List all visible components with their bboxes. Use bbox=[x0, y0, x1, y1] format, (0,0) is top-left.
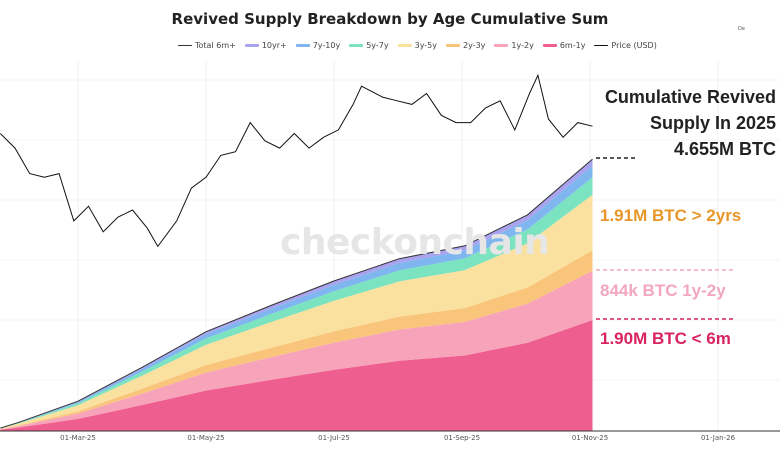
stacked-areas bbox=[0, 158, 593, 431]
label-1y-2y: 844k BTC 1y-2y bbox=[600, 281, 726, 300]
legend-label: Total 6m+ bbox=[195, 41, 236, 50]
x-tick-label: 01-Nov-25 bbox=[571, 434, 609, 442]
legend-swatch bbox=[244, 44, 259, 47]
chart-title: Revived Supply Breakdown by Age Cumulati… bbox=[171, 10, 609, 28]
x-tick-label: 01-Jul-25 bbox=[318, 434, 350, 442]
legend-swatch bbox=[446, 44, 461, 47]
legend-label: 2y-3y bbox=[463, 41, 486, 50]
x-tick-label: 01-Mar-25 bbox=[60, 434, 96, 442]
x-tick-label: 01-Jan-26 bbox=[700, 434, 736, 442]
headline-line-2: Supply In 2025 bbox=[649, 113, 776, 133]
legend-swatch bbox=[295, 44, 310, 47]
label-lt-6m: 1.90M BTC < 6m bbox=[600, 329, 731, 348]
label-gt-2yrs: 1.91M BTC > 2yrs bbox=[600, 206, 742, 225]
legend: Total 6m+ 10yr+ 7y-10y 5y-7y 3y-5y 2y-3y 1y-2y… bbox=[178, 41, 657, 50]
headline: Cumulative Revived Supply In 2025 4.655M… bbox=[576, 84, 776, 162]
legend-label: 3y-5y bbox=[414, 41, 438, 50]
legend-swatch bbox=[542, 44, 557, 47]
corner-text: De bbox=[738, 26, 745, 32]
legend-swatch bbox=[594, 45, 609, 46]
legend-item[interactable]: 3y-5y bbox=[397, 41, 438, 50]
area-6m-1y bbox=[0, 320, 593, 431]
price-line bbox=[0, 73, 593, 248]
legend-item[interactable]: 2y-3y bbox=[446, 41, 485, 50]
legend-item[interactable]: Total 6m+ bbox=[178, 41, 236, 50]
legend-item[interactable]: 1y-2y bbox=[494, 41, 534, 50]
headline-line-1: Cumulative Revived bbox=[604, 87, 776, 107]
legend-label: 10yr+ bbox=[261, 41, 287, 50]
legend-label: 5y-7y bbox=[366, 41, 389, 50]
legend-item[interactable]: 5y-7y bbox=[349, 41, 389, 50]
legend-label: 1y-2y bbox=[511, 41, 534, 50]
legend-label: 6m-1y bbox=[559, 41, 586, 50]
area-1y-2y bbox=[0, 270, 593, 430]
headline-total: 4.655M BTC bbox=[673, 139, 776, 159]
legend-swatch bbox=[178, 45, 192, 46]
x-tick-label: 01-Sep-25 bbox=[443, 434, 481, 442]
legend-swatch bbox=[494, 44, 509, 47]
legend-swatch bbox=[397, 44, 412, 47]
legend-item[interactable]: Price (USD) bbox=[594, 41, 657, 50]
legend-item[interactable]: 7y-10y bbox=[295, 41, 341, 50]
legend-swatch bbox=[349, 44, 364, 47]
total-6m-line bbox=[0, 158, 593, 429]
legend-label: 7y-10y bbox=[312, 41, 341, 50]
legend-item[interactable]: 6m-1y bbox=[542, 41, 586, 50]
legend-item[interactable]: 10yr+ bbox=[244, 41, 287, 50]
legend-label: Price (USD) bbox=[611, 41, 657, 50]
price-line-group bbox=[0, 73, 593, 248]
x-tick-label: 01-May-25 bbox=[187, 434, 225, 442]
watermark: checkonchain bbox=[280, 222, 550, 263]
